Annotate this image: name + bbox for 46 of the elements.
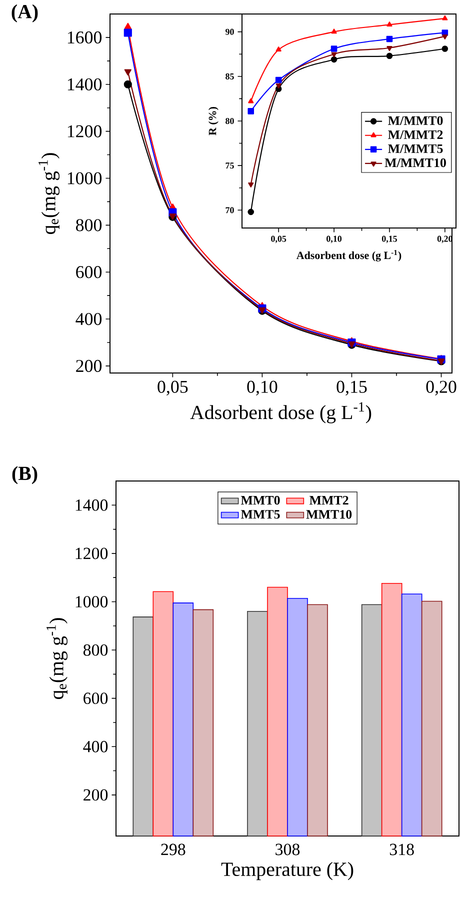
y-tick-label: 400 bbox=[83, 740, 108, 752]
y-axis-title: q$_{e}$(mg g$^{-1}$) bbox=[38, 153, 60, 234]
y-tick-label: 800 bbox=[76, 219, 102, 232]
legend-label: MMT0 bbox=[240, 496, 280, 505]
y-tick-label: 1200 bbox=[76, 548, 108, 560]
y-tick-label: 600 bbox=[76, 266, 102, 278]
y-tick-label: 200 bbox=[76, 360, 102, 372]
chart-title: (B) bbox=[12, 466, 38, 484]
y-tick-label: 600 bbox=[84, 692, 108, 704]
y-tick-label: 200 bbox=[84, 789, 108, 801]
legend-label: MMT2 bbox=[310, 496, 348, 505]
x-tick-label: 0,20 bbox=[426, 380, 456, 396]
legend-label: M/MMT10 bbox=[384, 158, 446, 168]
y-tick-label: 1000 bbox=[76, 596, 108, 608]
legend-label: M/MMT2 bbox=[388, 130, 443, 140]
x-axis-title: Temperature (K) bbox=[221, 862, 354, 880]
x-axis-title: Adsorbent dose (g L$^{-1}$) bbox=[190, 402, 372, 424]
y-tick-label: 1000 bbox=[68, 172, 102, 184]
y-tick-label: 1200 bbox=[68, 125, 102, 138]
y-tick-label: 80 bbox=[226, 118, 234, 124]
x-tick-label: 0,10 bbox=[326, 236, 342, 244]
chart-title: (A) bbox=[12, 4, 38, 22]
legend-label: MMT5 bbox=[240, 510, 280, 519]
y-axis-title: R (%) bbox=[208, 107, 218, 136]
legend-label: MMT10 bbox=[306, 510, 352, 519]
y-tick-label: 90 bbox=[226, 28, 234, 35]
y-tick-label: 800 bbox=[83, 644, 108, 656]
x-tick-label: 298 bbox=[161, 844, 186, 856]
x-tick-label: 0,15 bbox=[336, 380, 367, 396]
y-tick-label: 1400 bbox=[68, 78, 102, 90]
x-axis-title: Adsorbent dose (g L$^{-1}$) bbox=[296, 250, 402, 262]
x-tick-label: 318 bbox=[390, 844, 414, 856]
y-tick-label: 1400 bbox=[76, 499, 108, 511]
y-axis-title: q$_{e}$(mg g$^{-1}$) bbox=[46, 618, 68, 699]
y-tick-label: 400 bbox=[76, 312, 102, 326]
legend-label: M/MMT5 bbox=[388, 144, 443, 154]
y-tick-label: 70 bbox=[226, 207, 234, 214]
y-tick-label: 85 bbox=[226, 73, 234, 80]
y-tick-label: 1600 bbox=[68, 31, 102, 44]
x-tick-label: 0,05 bbox=[158, 380, 188, 396]
x-tick-label: 308 bbox=[276, 844, 300, 856]
y-tick-label: 75 bbox=[226, 162, 234, 169]
x-tick-label: 0,10 bbox=[247, 380, 278, 396]
x-tick-label: 0,05 bbox=[271, 236, 286, 244]
legend-label: M/MMT0 bbox=[388, 116, 443, 125]
x-tick-label: 0,15 bbox=[382, 236, 397, 244]
